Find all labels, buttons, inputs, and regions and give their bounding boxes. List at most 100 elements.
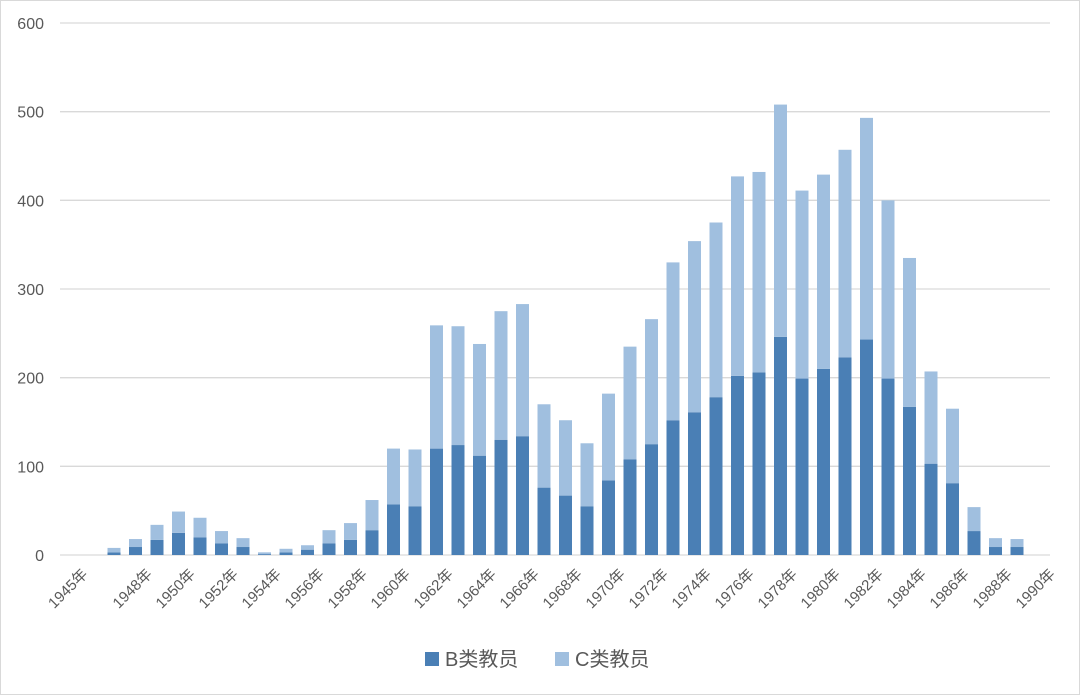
bar-group <box>301 545 314 555</box>
bar-group <box>107 547 121 555</box>
bar-group <box>494 311 508 555</box>
x-tick-label: 1984年 <box>884 566 930 612</box>
bar-b-segment <box>817 368 830 555</box>
bar-group <box>1010 539 1024 555</box>
bar-c-segment <box>881 200 895 379</box>
bar-group <box>516 304 529 555</box>
x-tick-label: 1990年 <box>1013 566 1059 612</box>
bar-c-segment <box>946 408 959 484</box>
bar-b-segment <box>387 504 400 555</box>
bar-c-segment <box>537 404 551 488</box>
bar-group <box>430 325 443 555</box>
bar-group <box>903 257 916 555</box>
bar-group <box>129 539 142 555</box>
bar-c-segment <box>817 174 830 369</box>
x-tick-label: 1982年 <box>841 566 887 612</box>
bar-c-segment <box>1010 539 1024 548</box>
bar-b-segment <box>860 339 873 555</box>
bar-group <box>860 117 873 555</box>
bar-b-segment <box>150 539 164 555</box>
bar-b-segment <box>473 455 486 555</box>
bar-group <box>473 343 486 555</box>
x-tick-label: 1980年 <box>798 566 844 612</box>
bar-b-segment <box>408 506 422 555</box>
x-tick-label: 1960年 <box>368 566 414 612</box>
bar-b-segment <box>494 439 508 555</box>
bar-c-segment <box>129 539 142 548</box>
bar-b-segment <box>451 445 465 555</box>
y-tick-label: 600 <box>17 16 44 33</box>
bar-b-segment <box>537 487 551 555</box>
bar-b-segment <box>129 547 142 555</box>
x-tick-label: 1968年 <box>540 566 586 612</box>
x-tick-label: 1972年 <box>626 566 672 612</box>
bar-group <box>408 449 422 555</box>
bar-c-segment <box>279 548 293 553</box>
bar-c-segment <box>903 257 916 407</box>
bar-b-segment <box>774 336 787 555</box>
bar-c-segment <box>709 222 723 398</box>
bar-group <box>817 174 830 555</box>
bar-group <box>774 104 787 555</box>
bar-c-segment <box>215 531 228 544</box>
bar-c-segment <box>516 304 529 437</box>
bar-group <box>795 190 809 555</box>
legend-swatch-c <box>555 652 569 666</box>
bar-b-segment <box>236 547 250 555</box>
bar-group <box>731 176 744 555</box>
bar-group <box>688 241 701 555</box>
bar-group <box>602 393 615 555</box>
x-tick-label: 1956年 <box>282 566 328 612</box>
bar-b-segment <box>709 397 723 555</box>
x-tick-label: 1952年 <box>196 566 242 612</box>
bar-b-segment <box>645 444 658 555</box>
bar-c-segment <box>236 538 250 548</box>
bar-b-segment <box>1010 547 1024 555</box>
bar-b-segment <box>731 375 744 555</box>
bar-b-segment <box>924 463 938 555</box>
bar-b-segment <box>301 549 314 555</box>
bar-c-segment <box>623 346 637 460</box>
bar-c-segment <box>795 190 809 379</box>
y-tick-label: 400 <box>17 193 44 210</box>
bar-b-segment <box>795 378 809 555</box>
bar-group <box>537 404 551 555</box>
bar-c-segment <box>688 241 701 413</box>
bar-group <box>666 262 680 555</box>
y-tick-label: 200 <box>17 371 44 388</box>
bar-group <box>967 507 981 555</box>
bar-b-segment <box>881 378 895 555</box>
bar-c-segment <box>774 104 787 337</box>
bar-group <box>365 500 379 555</box>
bar-c-segment <box>860 117 873 340</box>
x-tick-label: 1986年 <box>927 566 973 612</box>
bar-group <box>752 171 766 555</box>
x-tick-label: 1945年 <box>45 566 91 612</box>
y-tick-label: 500 <box>17 105 44 122</box>
bar-group <box>193 517 207 555</box>
bar-c-segment <box>752 171 766 373</box>
bar-c-segment <box>967 507 981 532</box>
bar-b-segment <box>193 537 207 555</box>
bar-c-segment <box>301 545 314 550</box>
bar-b-segment <box>430 448 443 555</box>
x-tick-label: 1970年 <box>583 566 629 612</box>
legend-swatch-b <box>425 652 439 666</box>
gridlines <box>60 22 1050 556</box>
bar-c-segment <box>322 530 336 544</box>
bar-c-segment <box>666 262 680 421</box>
bar-group <box>451 326 465 555</box>
bar-c-segment <box>365 500 379 531</box>
bar-c-segment <box>387 448 400 505</box>
bar-b-segment <box>602 480 615 555</box>
bar-b-segment <box>172 532 185 555</box>
bar-c-segment <box>150 524 164 540</box>
bar-group <box>709 222 723 555</box>
x-axis-ticks: 1945年 1948年1950年1952年1954年1956年1958年1960年… <box>45 566 1059 612</box>
bar-group <box>838 149 852 555</box>
bar-group <box>924 371 938 555</box>
bars <box>107 104 1024 555</box>
bar-group <box>344 523 357 555</box>
